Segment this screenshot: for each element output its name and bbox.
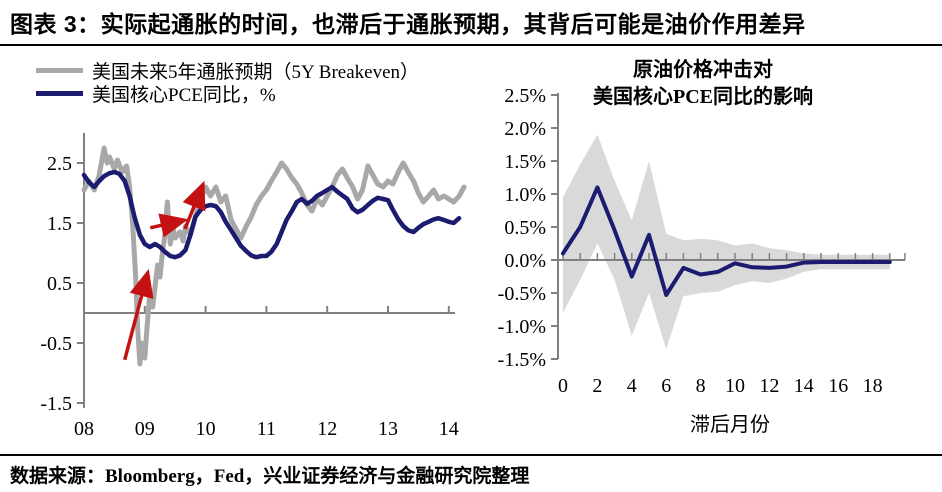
svg-text:12: 12 bbox=[759, 375, 779, 397]
breakeven-line-swatch bbox=[36, 68, 83, 73]
svg-text:2.5: 2.5 bbox=[47, 153, 72, 175]
svg-text:2.0%: 2.0% bbox=[504, 118, 546, 140]
svg-text:2: 2 bbox=[592, 375, 602, 397]
legend-item-core-pce: 美国核心PCE同比，% bbox=[36, 82, 419, 106]
legend-item-breakeven: 美国未来5年通胀预期（5Y Breakeven） bbox=[36, 59, 419, 83]
legend-label-core-pce: 美国核心PCE同比，% bbox=[92, 85, 276, 106]
svg-text:08: 08 bbox=[74, 418, 94, 440]
right-chart: 2.5% 2.0% 1.5% 1.0% 0.5% 0.0% -0.5% -1.0% -1.5% 0… bbox=[498, 85, 906, 397]
svg-text:-0.5: -0.5 bbox=[40, 333, 72, 355]
svg-text:18: 18 bbox=[863, 375, 883, 397]
right-chart-xlabel: 滞后月份 bbox=[690, 414, 770, 436]
svg-text:-1.5%: -1.5% bbox=[498, 349, 546, 371]
svg-text:0.0%: 0.0% bbox=[504, 250, 546, 272]
right-chart-title-line2: 美国核心PCE同比的影响 bbox=[593, 86, 813, 108]
footer-divider bbox=[0, 454, 942, 456]
svg-text:1.0%: 1.0% bbox=[504, 184, 546, 206]
svg-text:-1.0%: -1.0% bbox=[498, 316, 546, 338]
svg-text:11: 11 bbox=[257, 418, 276, 440]
figure-title: 图表 3：实际起通胀的时间，也滞后于通胀预期，其背后可能是油价作用差异 bbox=[10, 11, 806, 37]
svg-text:0.5: 0.5 bbox=[47, 273, 72, 295]
svg-text:10: 10 bbox=[196, 418, 216, 440]
svg-text:0.5%: 0.5% bbox=[504, 217, 546, 239]
svg-text:-1.5: -1.5 bbox=[40, 393, 72, 415]
svg-text:10: 10 bbox=[725, 375, 745, 397]
legend-label-breakeven: 美国未来5年通胀预期（5Y Breakeven） bbox=[92, 62, 419, 83]
source-note: 数据来源：Bloomberg，Fed，兴业证券经济与金融研究院整理 bbox=[10, 466, 530, 487]
svg-text:13: 13 bbox=[378, 418, 398, 440]
right-chart-title-line1: 原油价格冲击对 bbox=[633, 59, 773, 81]
svg-text:1.5%: 1.5% bbox=[504, 151, 546, 173]
svg-text:6: 6 bbox=[661, 375, 671, 397]
svg-text:2.5%: 2.5% bbox=[504, 85, 546, 107]
svg-text:09: 09 bbox=[135, 418, 155, 440]
svg-text:14: 14 bbox=[794, 375, 814, 397]
svg-text:-0.5%: -0.5% bbox=[498, 283, 546, 305]
svg-text:14: 14 bbox=[439, 418, 459, 440]
title-divider bbox=[0, 44, 942, 46]
svg-text:0: 0 bbox=[558, 375, 568, 397]
left-chart-legend: 美国未来5年通胀预期（5Y Breakeven） 美国核心PCE同比，% bbox=[36, 59, 419, 106]
left-chart: 2.5 1.5 0.5 -0.5 -1.508 09 10 11 12 13 14 bbox=[40, 133, 467, 440]
right-chart-title: 原油价格冲击对 美国核心PCE同比的影响 bbox=[470, 57, 936, 111]
svg-text:12: 12 bbox=[317, 418, 337, 440]
svg-text:1.5: 1.5 bbox=[47, 213, 72, 235]
svg-text:16: 16 bbox=[828, 375, 848, 397]
svg-text:8: 8 bbox=[696, 375, 706, 397]
svg-text:4: 4 bbox=[627, 375, 637, 397]
core-pce-line-swatch bbox=[36, 91, 83, 96]
